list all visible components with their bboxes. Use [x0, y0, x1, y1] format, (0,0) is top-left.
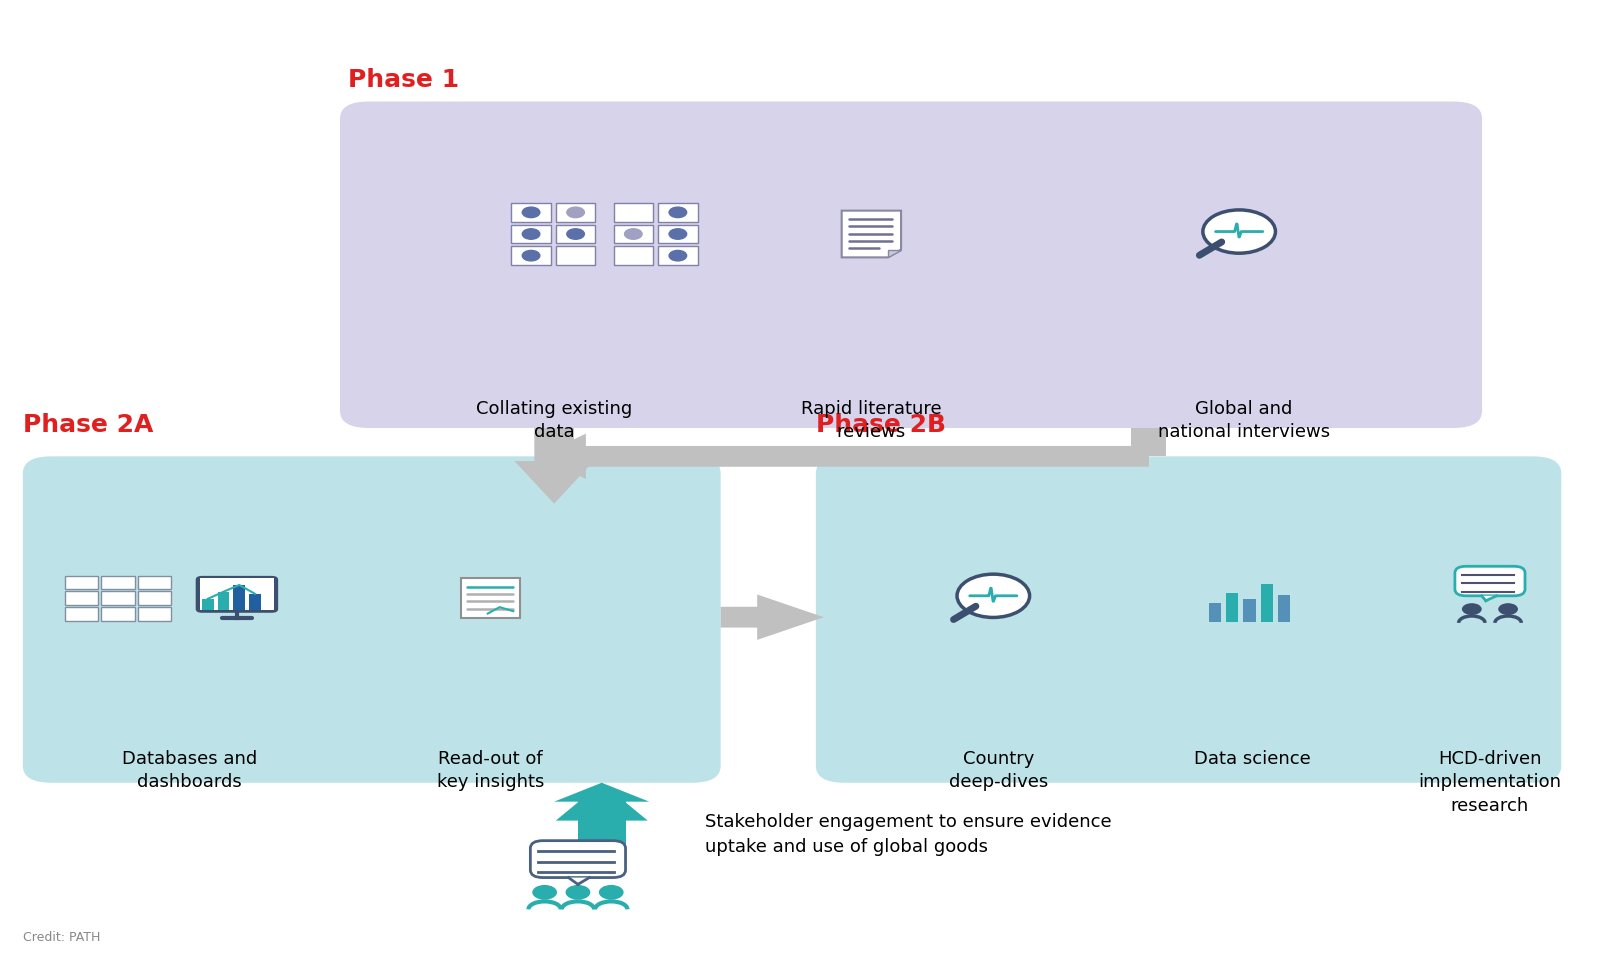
- Bar: [218, 591, 229, 610]
- FancyBboxPatch shape: [22, 456, 720, 782]
- Text: Country
deep-dives: Country deep-dives: [949, 750, 1048, 791]
- Text: Read-out of
key insights: Read-out of key insights: [437, 750, 544, 791]
- FancyBboxPatch shape: [1454, 566, 1525, 596]
- Circle shape: [1462, 603, 1482, 615]
- Bar: [200, 578, 274, 610]
- Polygon shape: [720, 594, 824, 640]
- Bar: [101, 591, 134, 605]
- Bar: [202, 599, 213, 610]
- Circle shape: [533, 885, 557, 900]
- Polygon shape: [1482, 596, 1496, 601]
- Bar: [555, 203, 595, 222]
- Text: Data science: Data science: [1194, 750, 1310, 768]
- Bar: [1208, 603, 1221, 622]
- Bar: [512, 225, 550, 243]
- Circle shape: [522, 228, 539, 239]
- Bar: [658, 247, 698, 265]
- Text: Global and
national interviews: Global and national interviews: [1158, 399, 1330, 442]
- Polygon shape: [538, 434, 1149, 479]
- Bar: [613, 247, 653, 265]
- Bar: [613, 203, 653, 222]
- Circle shape: [1203, 210, 1275, 253]
- FancyBboxPatch shape: [530, 841, 626, 877]
- Text: Credit: PATH: Credit: PATH: [22, 930, 101, 944]
- Bar: [64, 608, 98, 621]
- Bar: [461, 578, 520, 618]
- Text: Phase 2B: Phase 2B: [816, 414, 946, 438]
- Bar: [64, 591, 98, 605]
- Polygon shape: [554, 782, 650, 806]
- Bar: [1226, 592, 1238, 622]
- Polygon shape: [578, 797, 626, 858]
- Bar: [1278, 594, 1290, 622]
- Polygon shape: [842, 210, 901, 257]
- Bar: [512, 203, 550, 222]
- Polygon shape: [568, 877, 589, 884]
- Bar: [512, 247, 550, 265]
- Bar: [250, 594, 261, 610]
- Circle shape: [957, 574, 1030, 617]
- Bar: [64, 576, 98, 589]
- Text: Phase 2A: Phase 2A: [22, 414, 154, 438]
- Text: Collating existing
data: Collating existing data: [477, 399, 632, 442]
- Bar: [1261, 585, 1274, 622]
- Text: HCD-driven
implementation
research: HCD-driven implementation research: [1419, 750, 1562, 815]
- Bar: [1243, 599, 1256, 622]
- Text: Rapid literature
reviews: Rapid literature reviews: [802, 399, 942, 442]
- Bar: [613, 225, 653, 243]
- Bar: [658, 203, 698, 222]
- Circle shape: [1498, 603, 1518, 615]
- Text: Databases and
dashboards: Databases and dashboards: [122, 750, 258, 791]
- Circle shape: [669, 251, 686, 261]
- FancyBboxPatch shape: [195, 576, 278, 612]
- Circle shape: [566, 228, 584, 239]
- Circle shape: [522, 207, 539, 218]
- Circle shape: [669, 207, 686, 218]
- Polygon shape: [555, 782, 648, 858]
- Circle shape: [624, 228, 642, 239]
- Bar: [658, 225, 698, 243]
- Bar: [138, 591, 171, 605]
- Circle shape: [669, 228, 686, 239]
- Polygon shape: [1131, 428, 1166, 456]
- Bar: [138, 608, 171, 621]
- Bar: [138, 576, 171, 589]
- Bar: [234, 585, 245, 610]
- Circle shape: [598, 885, 624, 900]
- Circle shape: [565, 885, 590, 900]
- Bar: [101, 608, 134, 621]
- Polygon shape: [515, 428, 594, 504]
- Bar: [555, 225, 595, 243]
- Text: Stakeholder engagement to ensure evidence
uptake and use of global goods: Stakeholder engagement to ensure evidenc…: [706, 813, 1112, 856]
- FancyBboxPatch shape: [341, 102, 1482, 428]
- Text: Phase 1: Phase 1: [347, 68, 459, 92]
- Polygon shape: [888, 250, 901, 257]
- Bar: [101, 576, 134, 589]
- FancyBboxPatch shape: [816, 456, 1562, 782]
- Circle shape: [566, 207, 584, 218]
- Circle shape: [522, 251, 539, 261]
- Bar: [555, 247, 595, 265]
